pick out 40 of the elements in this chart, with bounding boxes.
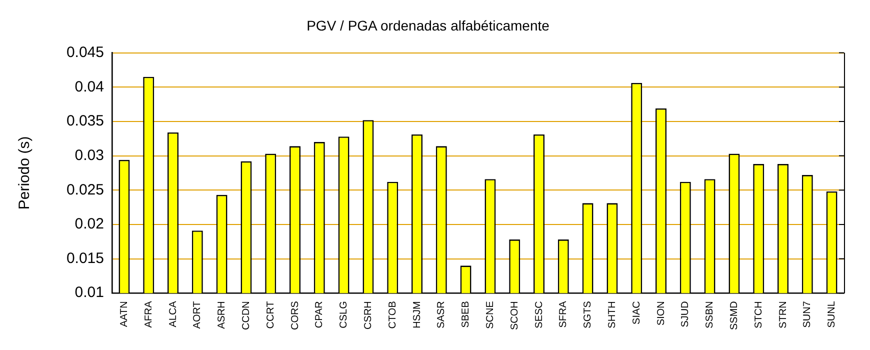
x-tick-label: SJUD — [680, 301, 692, 328]
x-tick-label: SGTS — [582, 300, 594, 328]
x-tick-label: CCDN — [240, 301, 252, 330]
x-tick-label: STRN — [778, 301, 789, 328]
y-tick-label: 0.03 — [74, 146, 104, 164]
x-tick-label: SUNL — [826, 300, 838, 328]
y-tick-label: 0.045 — [66, 44, 104, 61]
x-tick-label: CORS — [290, 300, 301, 330]
x-tick-label: STCH — [753, 301, 764, 328]
x-tick-label: AATN — [118, 301, 130, 328]
y-tick-label: 0.04 — [74, 78, 104, 96]
x-tick-label: CSRH — [362, 301, 374, 330]
x-tick-label: AORT — [192, 301, 204, 329]
x-tick-label: HSJM — [412, 301, 423, 328]
x-tick-label: CSLG — [338, 300, 350, 328]
y-tick-label: 0.01 — [74, 284, 104, 302]
x-tick-label: CCRT — [265, 301, 276, 329]
y-tick-label: 0.02 — [74, 216, 104, 233]
x-tick-label: SESC — [534, 301, 545, 328]
x-tick-label: SFRA — [558, 300, 570, 328]
y-tick-label: 0.035 — [66, 112, 104, 130]
chart-title: PGV / PGA ordenadas alfabéticamente — [306, 17, 550, 34]
x-tick-label: SCOH — [509, 301, 520, 330]
x-tick-label: SSBN — [704, 301, 716, 328]
x-tick-label: AFRA — [143, 300, 154, 328]
x-tick-label: ASRH — [216, 301, 228, 329]
x-tick-label: SSMD — [728, 301, 740, 330]
x-tick-label: SCNE — [484, 300, 496, 329]
x-tick-label: SION — [656, 301, 667, 326]
x-tick-label: SHTH — [606, 301, 618, 328]
x-tick-label: SIAC — [631, 301, 642, 324]
x-tick-label: CPAR — [314, 301, 326, 328]
x-tick-label: CTOB — [387, 300, 398, 329]
x-tick-label: ALCA — [168, 300, 179, 328]
x-tick-label: SBEB — [460, 300, 472, 328]
x-tick-label: SASR — [436, 301, 448, 328]
y-axis-title: Periodo (s) — [16, 136, 34, 210]
x-tick-label: SUN7 — [802, 300, 814, 328]
y-tick-label: 0.025 — [66, 181, 104, 198]
y-tick-label: 0.015 — [66, 250, 104, 267]
